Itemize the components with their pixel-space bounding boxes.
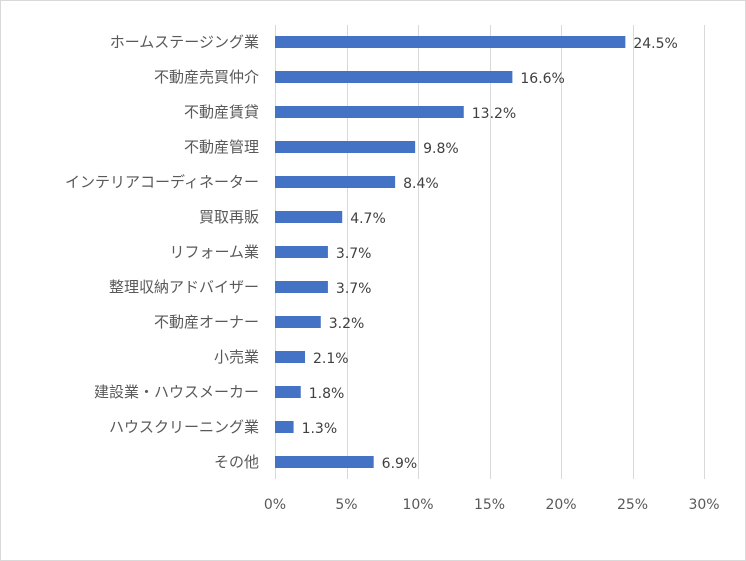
x-tick-label: 10% xyxy=(402,497,433,513)
data-label: 4.7% xyxy=(350,211,386,227)
data-label: 6.9% xyxy=(382,456,418,472)
bar xyxy=(275,71,513,83)
x-tick-label: 25% xyxy=(617,497,648,513)
category-labels: ホームステージング業不動産売買仲介不動産賃貸不動産管理インテリアコーディネーター… xyxy=(65,33,259,471)
x-tick-label: 5% xyxy=(335,497,357,513)
category-label: リフォーム業 xyxy=(169,243,259,261)
bar xyxy=(275,176,396,188)
data-label: 3.7% xyxy=(336,246,372,262)
bar xyxy=(275,211,343,223)
data-label: 13.2% xyxy=(472,106,516,122)
category-label: ホームステージング業 xyxy=(110,33,259,51)
category-label: ハウスクリーニング業 xyxy=(109,418,259,436)
category-label: 小売業 xyxy=(214,348,259,366)
category-label: 不動産賃貸 xyxy=(184,103,259,121)
data-label: 16.6% xyxy=(520,71,564,87)
category-label: インテリアコーディネーター xyxy=(65,173,259,191)
bar xyxy=(275,281,328,293)
bar xyxy=(275,386,301,398)
x-axis-ticks: 0% 5% 10% 15% 20% 25% 30% xyxy=(264,497,720,513)
data-label: 1.3% xyxy=(302,421,338,437)
category-label: 不動産管理 xyxy=(184,138,259,156)
bar xyxy=(275,421,294,433)
gridlines xyxy=(275,25,705,479)
bar xyxy=(275,351,306,363)
data-label: 3.2% xyxy=(329,316,365,332)
data-label: 9.8% xyxy=(423,141,459,157)
bar xyxy=(275,106,464,118)
bars xyxy=(275,36,626,468)
data-label: 1.8% xyxy=(309,386,345,402)
bar xyxy=(275,141,416,153)
data-label: 2.1% xyxy=(313,351,349,367)
category-label: 整理収納アドバイザー xyxy=(109,278,259,296)
category-label: 買取再販 xyxy=(199,208,259,226)
data-label: 24.5% xyxy=(633,36,677,52)
x-tick-label: 20% xyxy=(545,497,576,513)
x-tick-label: 30% xyxy=(688,497,719,513)
bar xyxy=(275,456,374,468)
category-label: 不動産売買仲介 xyxy=(154,68,259,86)
bar xyxy=(275,36,626,48)
data-labels: 24.5% 16.6% 13.2% 9.8% 8.4% 4.7% 3.7% 3.7% 3.2% 2… xyxy=(302,36,678,472)
category-label: 不動産オーナー xyxy=(154,313,259,331)
x-tick-label: 0% xyxy=(264,497,286,513)
bar xyxy=(275,246,328,258)
data-label: 8.4% xyxy=(403,176,439,192)
bar xyxy=(275,316,321,328)
category-label: 建設業・ハウスメーカー xyxy=(94,383,259,401)
data-label: 3.7% xyxy=(336,281,372,297)
x-tick-label: 15% xyxy=(474,497,505,513)
category-label: その他 xyxy=(214,453,259,471)
